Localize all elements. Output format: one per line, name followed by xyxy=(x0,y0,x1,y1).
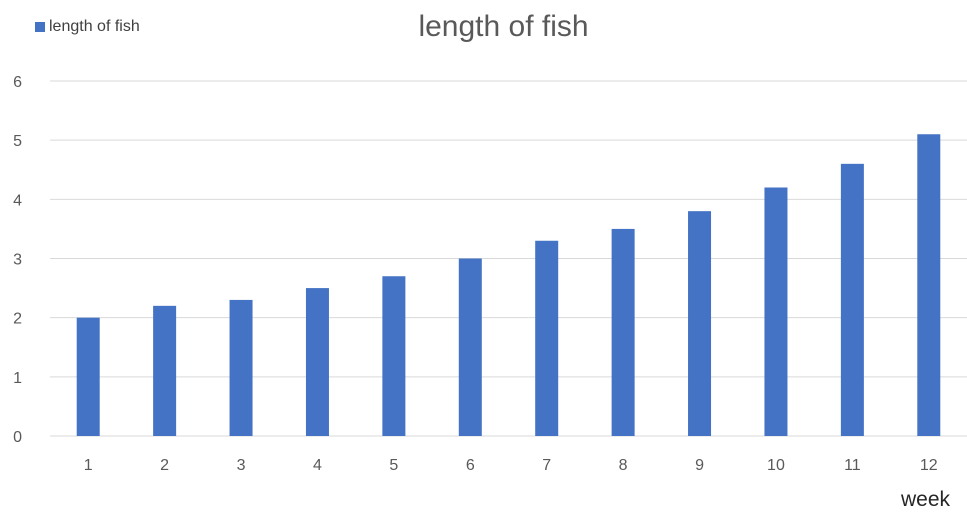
x-tick-label: 12 xyxy=(920,457,938,474)
bar-week-4 xyxy=(305,288,329,436)
y-tick-label: 4 xyxy=(13,192,22,209)
y-tick-label: 0 xyxy=(13,429,22,446)
y-tick-label: 5 xyxy=(13,133,22,150)
y-tick-label: 1 xyxy=(13,370,22,387)
bar-week-2 xyxy=(153,305,177,436)
x-tick-label: 9 xyxy=(695,457,704,474)
bar-week-8 xyxy=(611,228,635,436)
bar-week-6 xyxy=(458,258,482,436)
bar-week-12 xyxy=(917,134,941,436)
legend: length of fish xyxy=(35,18,140,36)
bar-week-9 xyxy=(688,211,712,436)
x-axis-label: week xyxy=(900,488,950,511)
bar-week-5 xyxy=(382,276,406,436)
x-tick-label: 11 xyxy=(844,457,861,474)
x-tick-label: 10 xyxy=(767,457,785,474)
bar-week-7 xyxy=(535,240,559,436)
x-tick-label: 1 xyxy=(84,457,93,474)
bar-week-11 xyxy=(840,163,864,437)
bar-week-10 xyxy=(764,187,788,436)
x-tick-label: 5 xyxy=(389,457,398,474)
legend-swatch xyxy=(35,22,45,32)
y-tick-label: 6 xyxy=(13,74,22,91)
x-tick-label: 2 xyxy=(160,457,169,474)
x-tick-label: 3 xyxy=(237,457,246,474)
y-tick-label: 3 xyxy=(13,252,22,269)
legend-label: length of fish xyxy=(49,18,140,35)
x-tick-label: 8 xyxy=(619,457,628,474)
chart-title: length of fish xyxy=(418,10,589,43)
x-tick-label: 4 xyxy=(313,457,322,474)
x-tick-label: 7 xyxy=(542,457,551,474)
bar-week-3 xyxy=(229,299,253,436)
bar-week-1 xyxy=(76,317,100,436)
x-tick-label: 6 xyxy=(466,457,475,474)
y-tick-label: 2 xyxy=(13,311,22,328)
